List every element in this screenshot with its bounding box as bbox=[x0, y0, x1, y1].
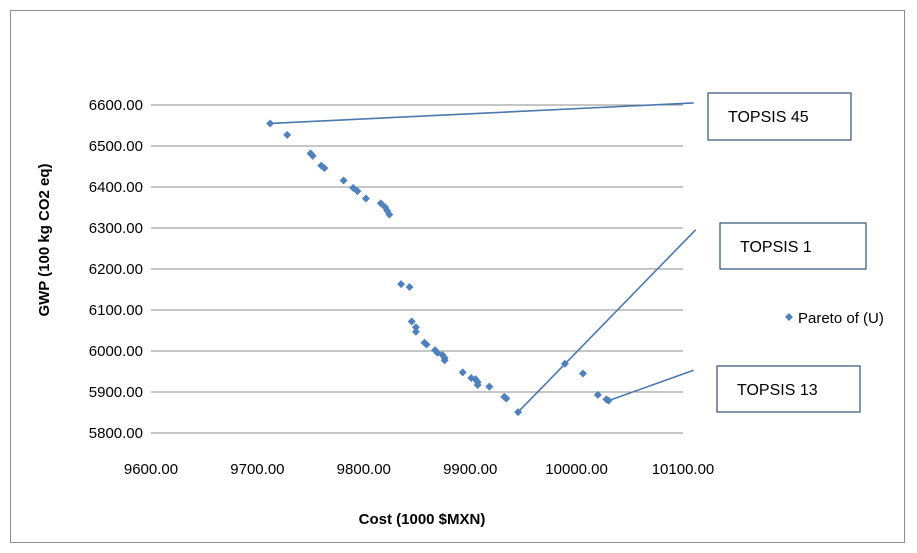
y-axis-ticks: 5800.00 5900.00 6000.00 6100.00 6200.00 6300.… bbox=[89, 97, 143, 442]
data-point bbox=[458, 368, 467, 377]
data-point bbox=[440, 356, 449, 365]
data-point bbox=[411, 327, 420, 336]
x-axis-title: Cost (1000 $MXN) bbox=[359, 511, 486, 528]
x-tick-label: 9600.00 bbox=[124, 461, 178, 478]
y-tick-label: 5800.00 bbox=[89, 425, 143, 442]
y-axis-title: GWP (100 kg CO2 eq) bbox=[36, 163, 53, 316]
callout-box bbox=[716, 365, 861, 413]
y-tick-label: 6200.00 bbox=[89, 261, 143, 278]
legend: Pareto of (U) bbox=[785, 310, 884, 327]
y-tick-label: 6100.00 bbox=[89, 302, 143, 319]
data-point bbox=[308, 151, 317, 160]
x-tick-label: 10100.00 bbox=[652, 461, 715, 478]
y-tick-label: 6500.00 bbox=[89, 138, 143, 155]
data-points bbox=[266, 119, 613, 417]
chart-area: 5800.00 5900.00 6000.00 6100.00 6200.00 6300.… bbox=[10, 10, 905, 543]
callout-boxes: TOPSIS 45 TOPSIS 1 TOPSIS 13 bbox=[707, 92, 867, 413]
callout-label: TOPSIS 13 bbox=[737, 382, 818, 399]
x-tick-label: 10000.00 bbox=[545, 461, 608, 478]
data-point bbox=[514, 408, 523, 417]
data-point bbox=[502, 394, 511, 403]
data-point bbox=[407, 317, 416, 326]
callout-box bbox=[719, 222, 867, 270]
y-tick-label: 6400.00 bbox=[89, 179, 143, 196]
callout-leaders bbox=[270, 102, 697, 413]
callout-box bbox=[707, 92, 852, 141]
data-point bbox=[593, 390, 602, 399]
data-point bbox=[485, 382, 494, 391]
data-point bbox=[361, 194, 370, 203]
x-tick-label: 9900.00 bbox=[443, 461, 497, 478]
callout-label: TOPSIS 45 bbox=[728, 109, 809, 126]
data-point bbox=[397, 280, 406, 289]
data-point bbox=[339, 176, 348, 185]
data-point bbox=[385, 210, 394, 219]
y-tick-label: 6600.00 bbox=[89, 97, 143, 114]
legend-marker bbox=[785, 313, 793, 321]
y-tick-label: 5900.00 bbox=[89, 384, 143, 401]
callout-leader bbox=[517, 229, 697, 413]
callout-label: TOPSIS 1 bbox=[740, 239, 812, 256]
y-tick-label: 6300.00 bbox=[89, 220, 143, 237]
data-point bbox=[411, 323, 420, 332]
data-point bbox=[604, 396, 613, 405]
scatter-chart: 5800.00 5900.00 6000.00 6100.00 6200.00 6300.… bbox=[36, 92, 884, 528]
data-point bbox=[283, 130, 292, 139]
data-point bbox=[320, 164, 329, 173]
data-point bbox=[422, 340, 431, 349]
y-tick-label: 6000.00 bbox=[89, 343, 143, 360]
data-point bbox=[405, 283, 414, 292]
x-tick-label: 9800.00 bbox=[337, 461, 391, 478]
legend-label: Pareto of (U) bbox=[798, 310, 884, 327]
data-point bbox=[578, 369, 587, 378]
data-point bbox=[473, 381, 482, 390]
x-tick-label: 9700.00 bbox=[230, 461, 284, 478]
data-point bbox=[560, 359, 569, 368]
data-point bbox=[353, 187, 362, 196]
gridlines bbox=[151, 104, 683, 434]
data-point bbox=[266, 119, 275, 128]
callout-leader bbox=[608, 369, 694, 402]
callout-leader bbox=[270, 102, 694, 125]
x-axis-ticks: 9600.00 9700.00 9800.00 9900.00 10000.00 1010… bbox=[124, 461, 714, 478]
